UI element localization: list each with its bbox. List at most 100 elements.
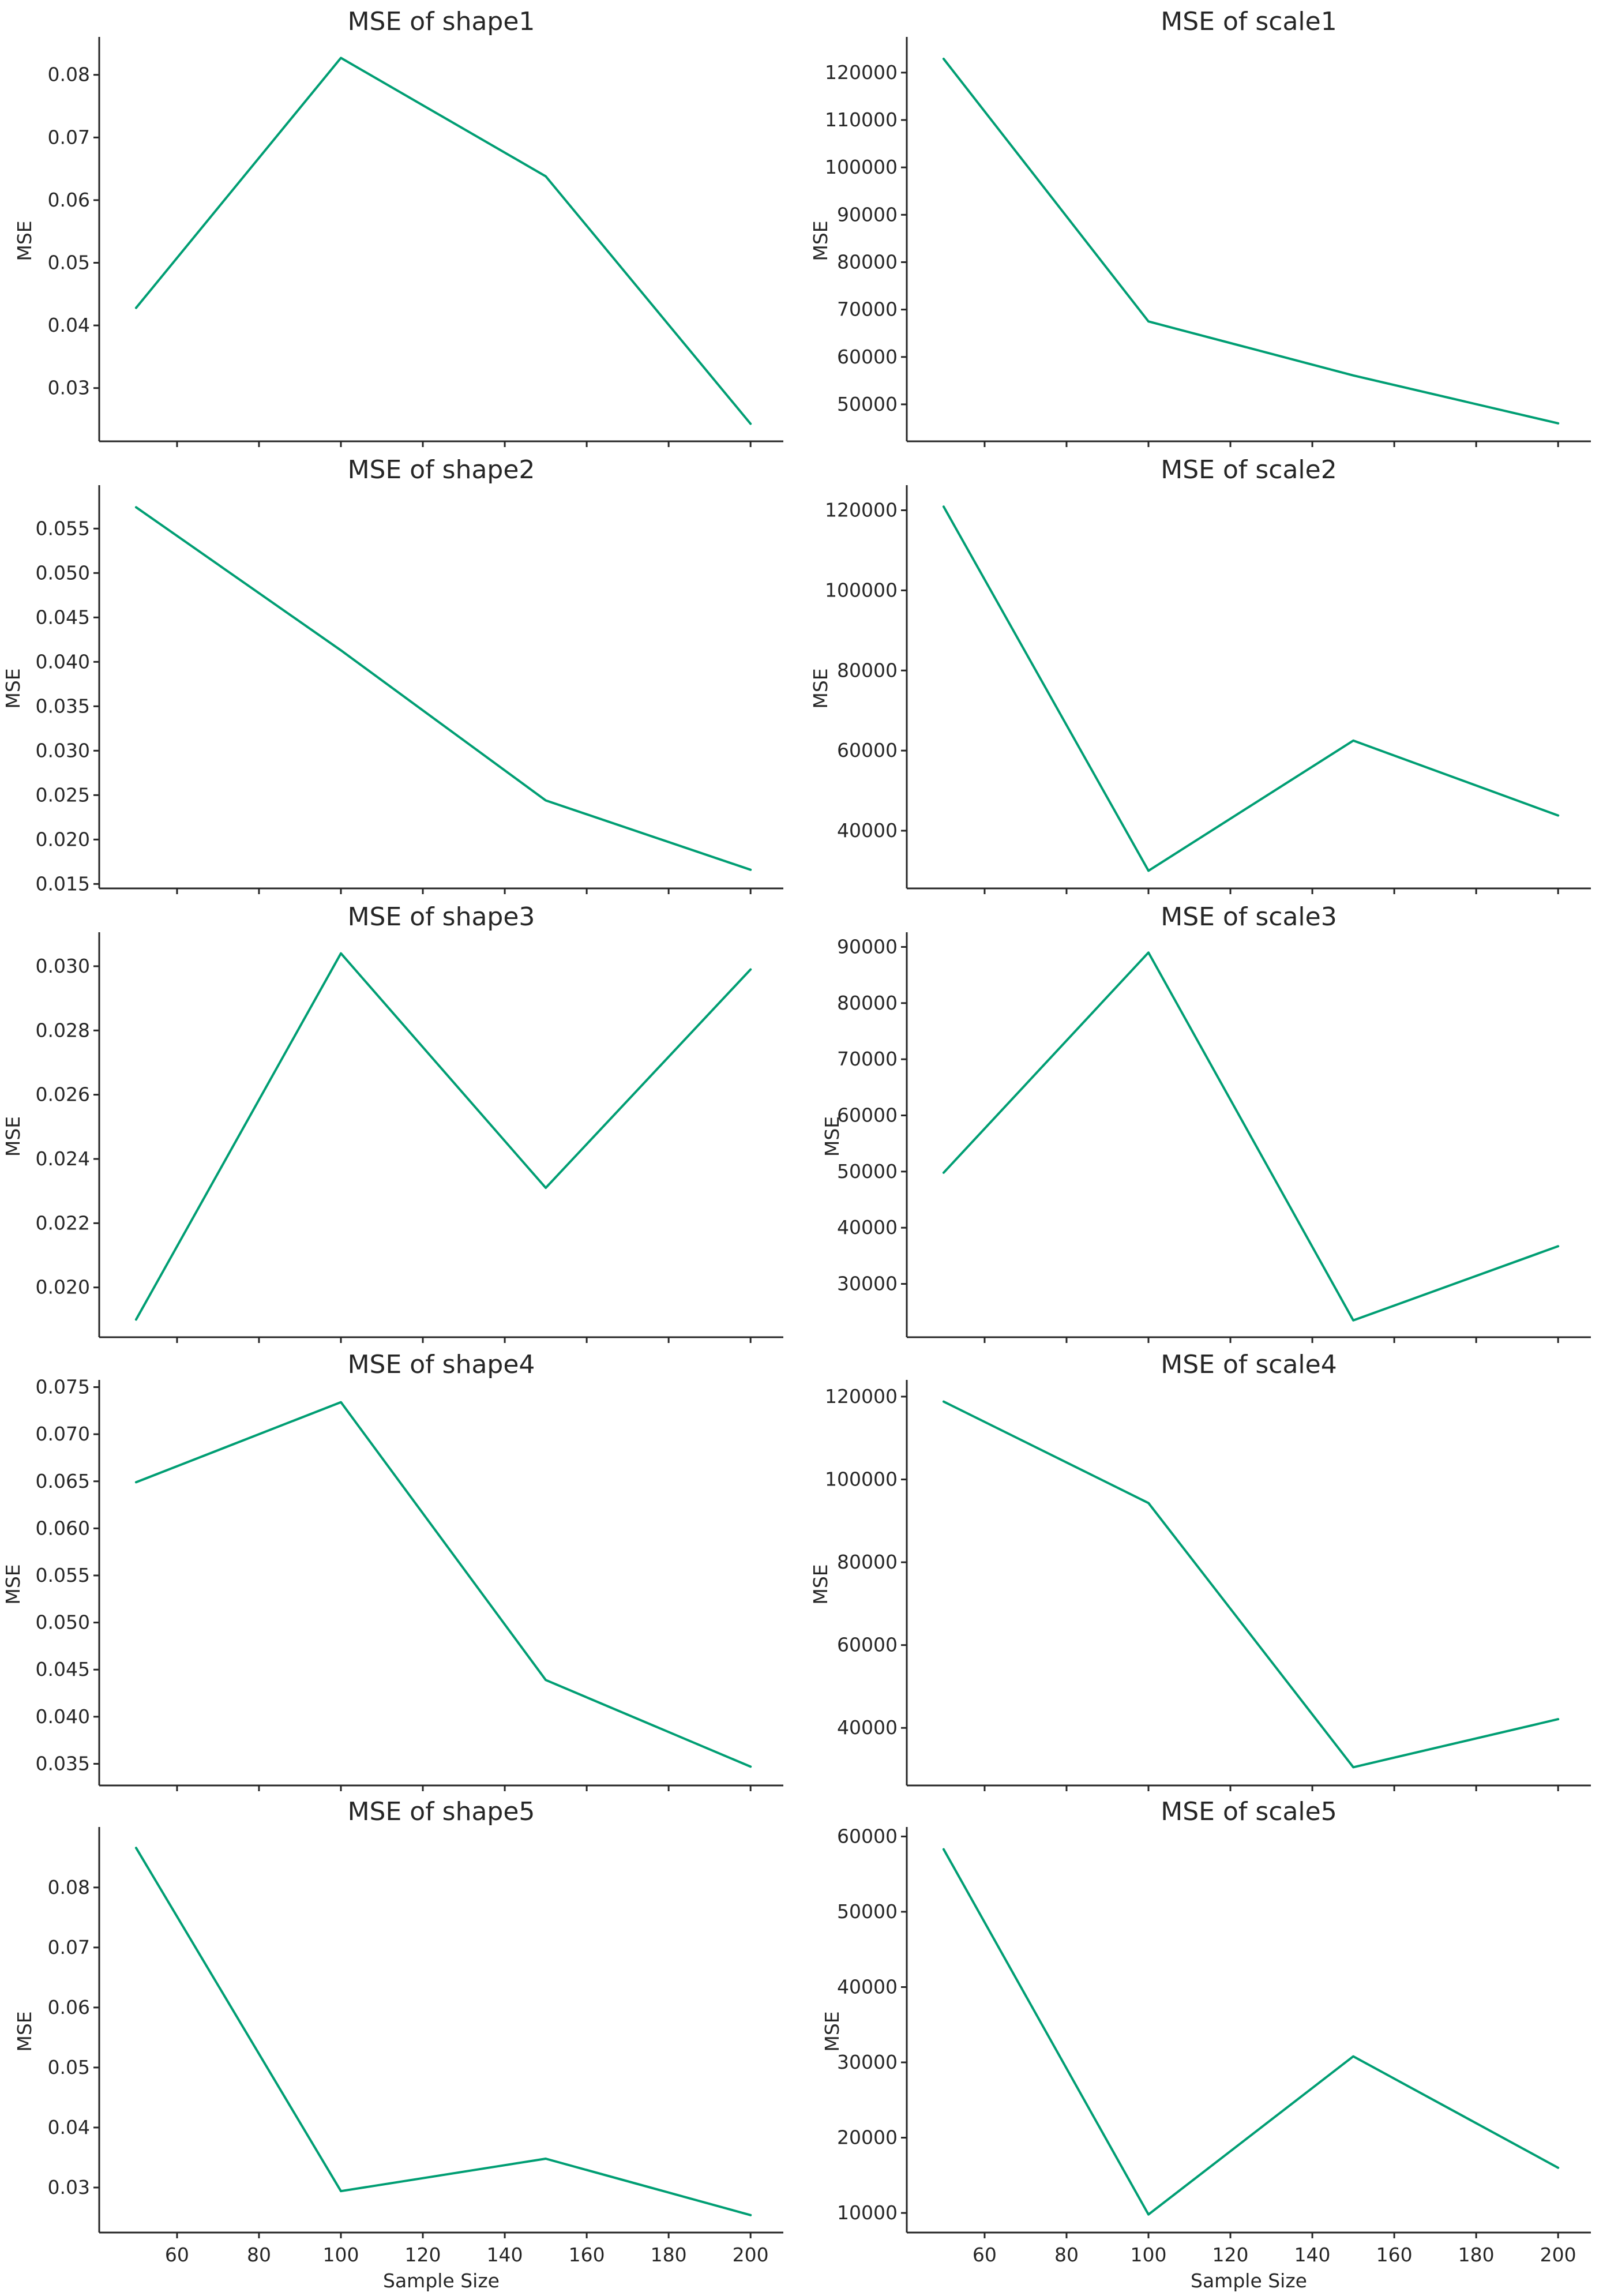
panel-3: MSE of shape2 0.015 0.020 0.025 0.030 0.035 0.…: [2, 455, 783, 895]
y-tick-label: 0.020: [36, 1276, 90, 1299]
y-tick-label: 0.04: [48, 2116, 90, 2139]
panel-title: MSE of shape5: [348, 1797, 535, 1826]
y-tick-label: 50000: [837, 1900, 898, 1923]
y-tick-label: 0.025: [36, 783, 90, 806]
x-tick-label: 60: [973, 2244, 997, 2266]
y-tick-label: 20000: [837, 2126, 898, 2149]
y-tick-label: 0.03: [48, 377, 90, 399]
y-axis-label: MSE: [13, 220, 36, 261]
y-axis-label: MSE: [809, 668, 832, 708]
y-axis-label: MSE: [809, 220, 832, 261]
y-tick-label: 0.040: [36, 1705, 90, 1728]
y-tick-label: 60000: [837, 1825, 898, 1847]
y-axis-label: MSE: [2, 668, 24, 708]
y-tick-label: 0.035: [36, 1752, 90, 1774]
y-tick-label: 0.015: [36, 872, 90, 895]
y-tick-label: 40000: [837, 1975, 898, 1998]
y-tick-label: 40000: [837, 1216, 898, 1239]
y-tick-label: 0.030: [36, 739, 90, 761]
panel-2: MSE of scale1 50000 60000 70000 80000 90000 10…: [809, 7, 1591, 447]
y-tick-label: 60000: [837, 739, 898, 761]
panel-title: MSE of scale4: [1161, 1350, 1337, 1379]
x-tick-label: 80: [247, 2244, 271, 2266]
series-line: [942, 1400, 1560, 1769]
x-tick-label: 60: [165, 2244, 189, 2266]
y-tick-label: 0.065: [36, 1470, 90, 1492]
y-tick-label: 120000: [825, 61, 898, 84]
y-tick-label: 0.06: [48, 1996, 90, 2019]
series-line: [134, 1847, 752, 2216]
panel-title: MSE of scale2: [1161, 455, 1337, 485]
y-tick-label: 90000: [837, 935, 898, 958]
panel-title: MSE of shape1: [348, 7, 535, 36]
y-tick-label: 120000: [825, 1385, 898, 1408]
series-line: [134, 506, 752, 871]
y-tick-label: 120000: [825, 498, 898, 521]
y-tick-label: 80000: [837, 1551, 898, 1573]
y-axis-label: MSE: [2, 1564, 24, 1604]
y-tick-label: 100000: [825, 579, 898, 601]
x-axis-label: Sample Size: [1191, 2269, 1307, 2292]
y-tick-label: 0.08: [48, 63, 90, 86]
x-tick-label: 200: [733, 2244, 769, 2266]
y-tick-label: 0.028: [36, 1019, 90, 1041]
panel-7: MSE of shape4 0.035 0.040 0.045 0.050 0.055 0.…: [2, 1350, 783, 1791]
y-tick-label: 60000: [837, 1104, 898, 1126]
y-tick-label: 0.050: [36, 561, 90, 584]
panel-title: MSE of shape2: [348, 455, 535, 485]
y-tick-label: 0.04: [48, 314, 90, 336]
series-line: [942, 505, 1560, 872]
x-tick-label: 100: [1131, 2244, 1167, 2266]
y-tick-label: 0.022: [36, 1211, 90, 1234]
y-axis-label: MSE: [809, 1564, 832, 1604]
panel-title: MSE of scale5: [1161, 1797, 1337, 1826]
panel-4: MSE of scale2 40000 60000 80000 100000 120000…: [809, 455, 1591, 894]
y-tick-label: 0.070: [36, 1423, 90, 1445]
panel-1: MSE of shape1 0.03 0.04 0.05 0.06 0.07 0.08 MSE: [13, 7, 783, 447]
y-tick-label: 80000: [837, 250, 898, 273]
panel-title: MSE of shape4: [348, 1350, 535, 1379]
y-tick-label: 0.06: [48, 189, 90, 211]
y-tick-label: 60000: [837, 1634, 898, 1656]
series-line: [942, 58, 1560, 425]
y-tick-label: 50000: [837, 1160, 898, 1183]
y-tick-label: 0.075: [36, 1376, 90, 1398]
y-tick-label: 30000: [837, 1273, 898, 1295]
panel-title: MSE of scale1: [1161, 7, 1337, 36]
y-tick-label: 0.040: [36, 650, 90, 673]
y-tick-label: 0.07: [48, 1936, 90, 1959]
y-tick-label: 70000: [837, 1048, 898, 1070]
y-tick-label: 40000: [837, 1716, 898, 1739]
y-axis-label: MSE: [821, 1116, 843, 1157]
y-tick-label: 0.03: [48, 2176, 90, 2199]
y-tick-label: 0.055: [36, 517, 90, 539]
y-tick-label: 110000: [825, 108, 898, 131]
x-tick-label: 180: [1458, 2244, 1495, 2266]
y-tick-label: 50000: [837, 393, 898, 415]
series-line: [942, 1848, 1560, 2216]
y-tick-label: 80000: [837, 659, 898, 681]
y-tick-label: 10000: [837, 2201, 898, 2224]
x-tick-label: 100: [323, 2244, 359, 2266]
panel-6: MSE of scale3 30000 40000 50000 60000 70000 80…: [821, 902, 1591, 1343]
panel-title: MSE of scale3: [1161, 902, 1337, 932]
x-tick-label: 160: [569, 2244, 605, 2266]
panel-8: MSE of scale4 40000 60000 80000 100000 120000…: [809, 1350, 1591, 1791]
x-tick-label: 140: [1294, 2244, 1331, 2266]
y-tick-label: 0.05: [48, 2056, 90, 2079]
y-tick-label: 100000: [825, 1468, 898, 1491]
y-tick-label: 90000: [837, 203, 898, 226]
series-line: [134, 952, 752, 1321]
series-line: [942, 951, 1560, 1322]
y-tick-label: 0.020: [36, 828, 90, 850]
y-tick-label: 0.08: [48, 1876, 90, 1899]
panel-title: MSE of shape3: [348, 902, 535, 932]
y-axis-label: MSE: [2, 1116, 24, 1157]
x-tick-label: 120: [405, 2244, 441, 2266]
y-tick-label: 0.055: [36, 1564, 90, 1586]
y-tick-label: 70000: [837, 298, 898, 321]
x-tick-label: 180: [651, 2244, 687, 2266]
y-tick-label: 0.050: [36, 1611, 90, 1634]
x-axis-label: Sample Size: [383, 2269, 500, 2292]
